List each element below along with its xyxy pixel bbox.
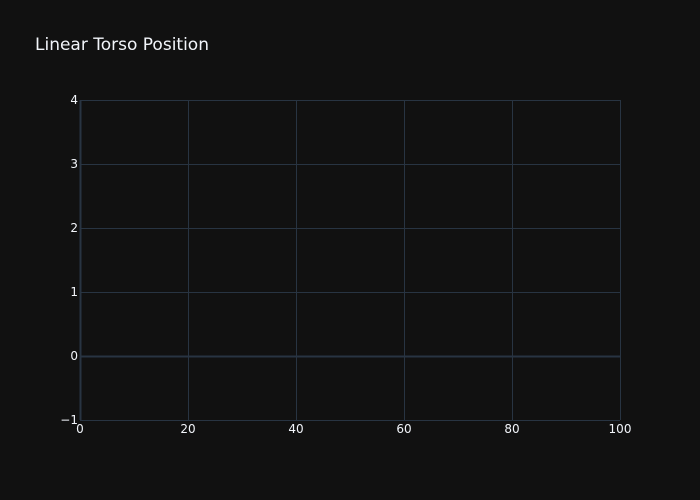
x-tick-label: 100 [609, 422, 632, 436]
x-tick-labels: 0 20 40 60 80 100 [76, 422, 631, 436]
y-tick-label: 1 [70, 285, 78, 299]
y-tick-label: 0 [70, 349, 78, 363]
x-tick-label: 20 [180, 422, 195, 436]
y-tick-label: 4 [70, 93, 78, 107]
zero-line-layer [79, 100, 620, 420]
x-tick-label: 60 [396, 422, 411, 436]
y-tick-label: −1 [60, 413, 78, 427]
x-tick-label: 80 [504, 422, 519, 436]
x-tick-label: 0 [76, 422, 84, 436]
y-tick-labels: −1 0 1 2 3 4 [60, 93, 78, 427]
y-tick-label: 3 [70, 157, 78, 171]
x-tick-label: 40 [288, 422, 303, 436]
y-tick-label: 2 [70, 221, 78, 235]
chart-title: Linear Torso Position [35, 35, 209, 55]
grid-layer [80, 100, 621, 421]
